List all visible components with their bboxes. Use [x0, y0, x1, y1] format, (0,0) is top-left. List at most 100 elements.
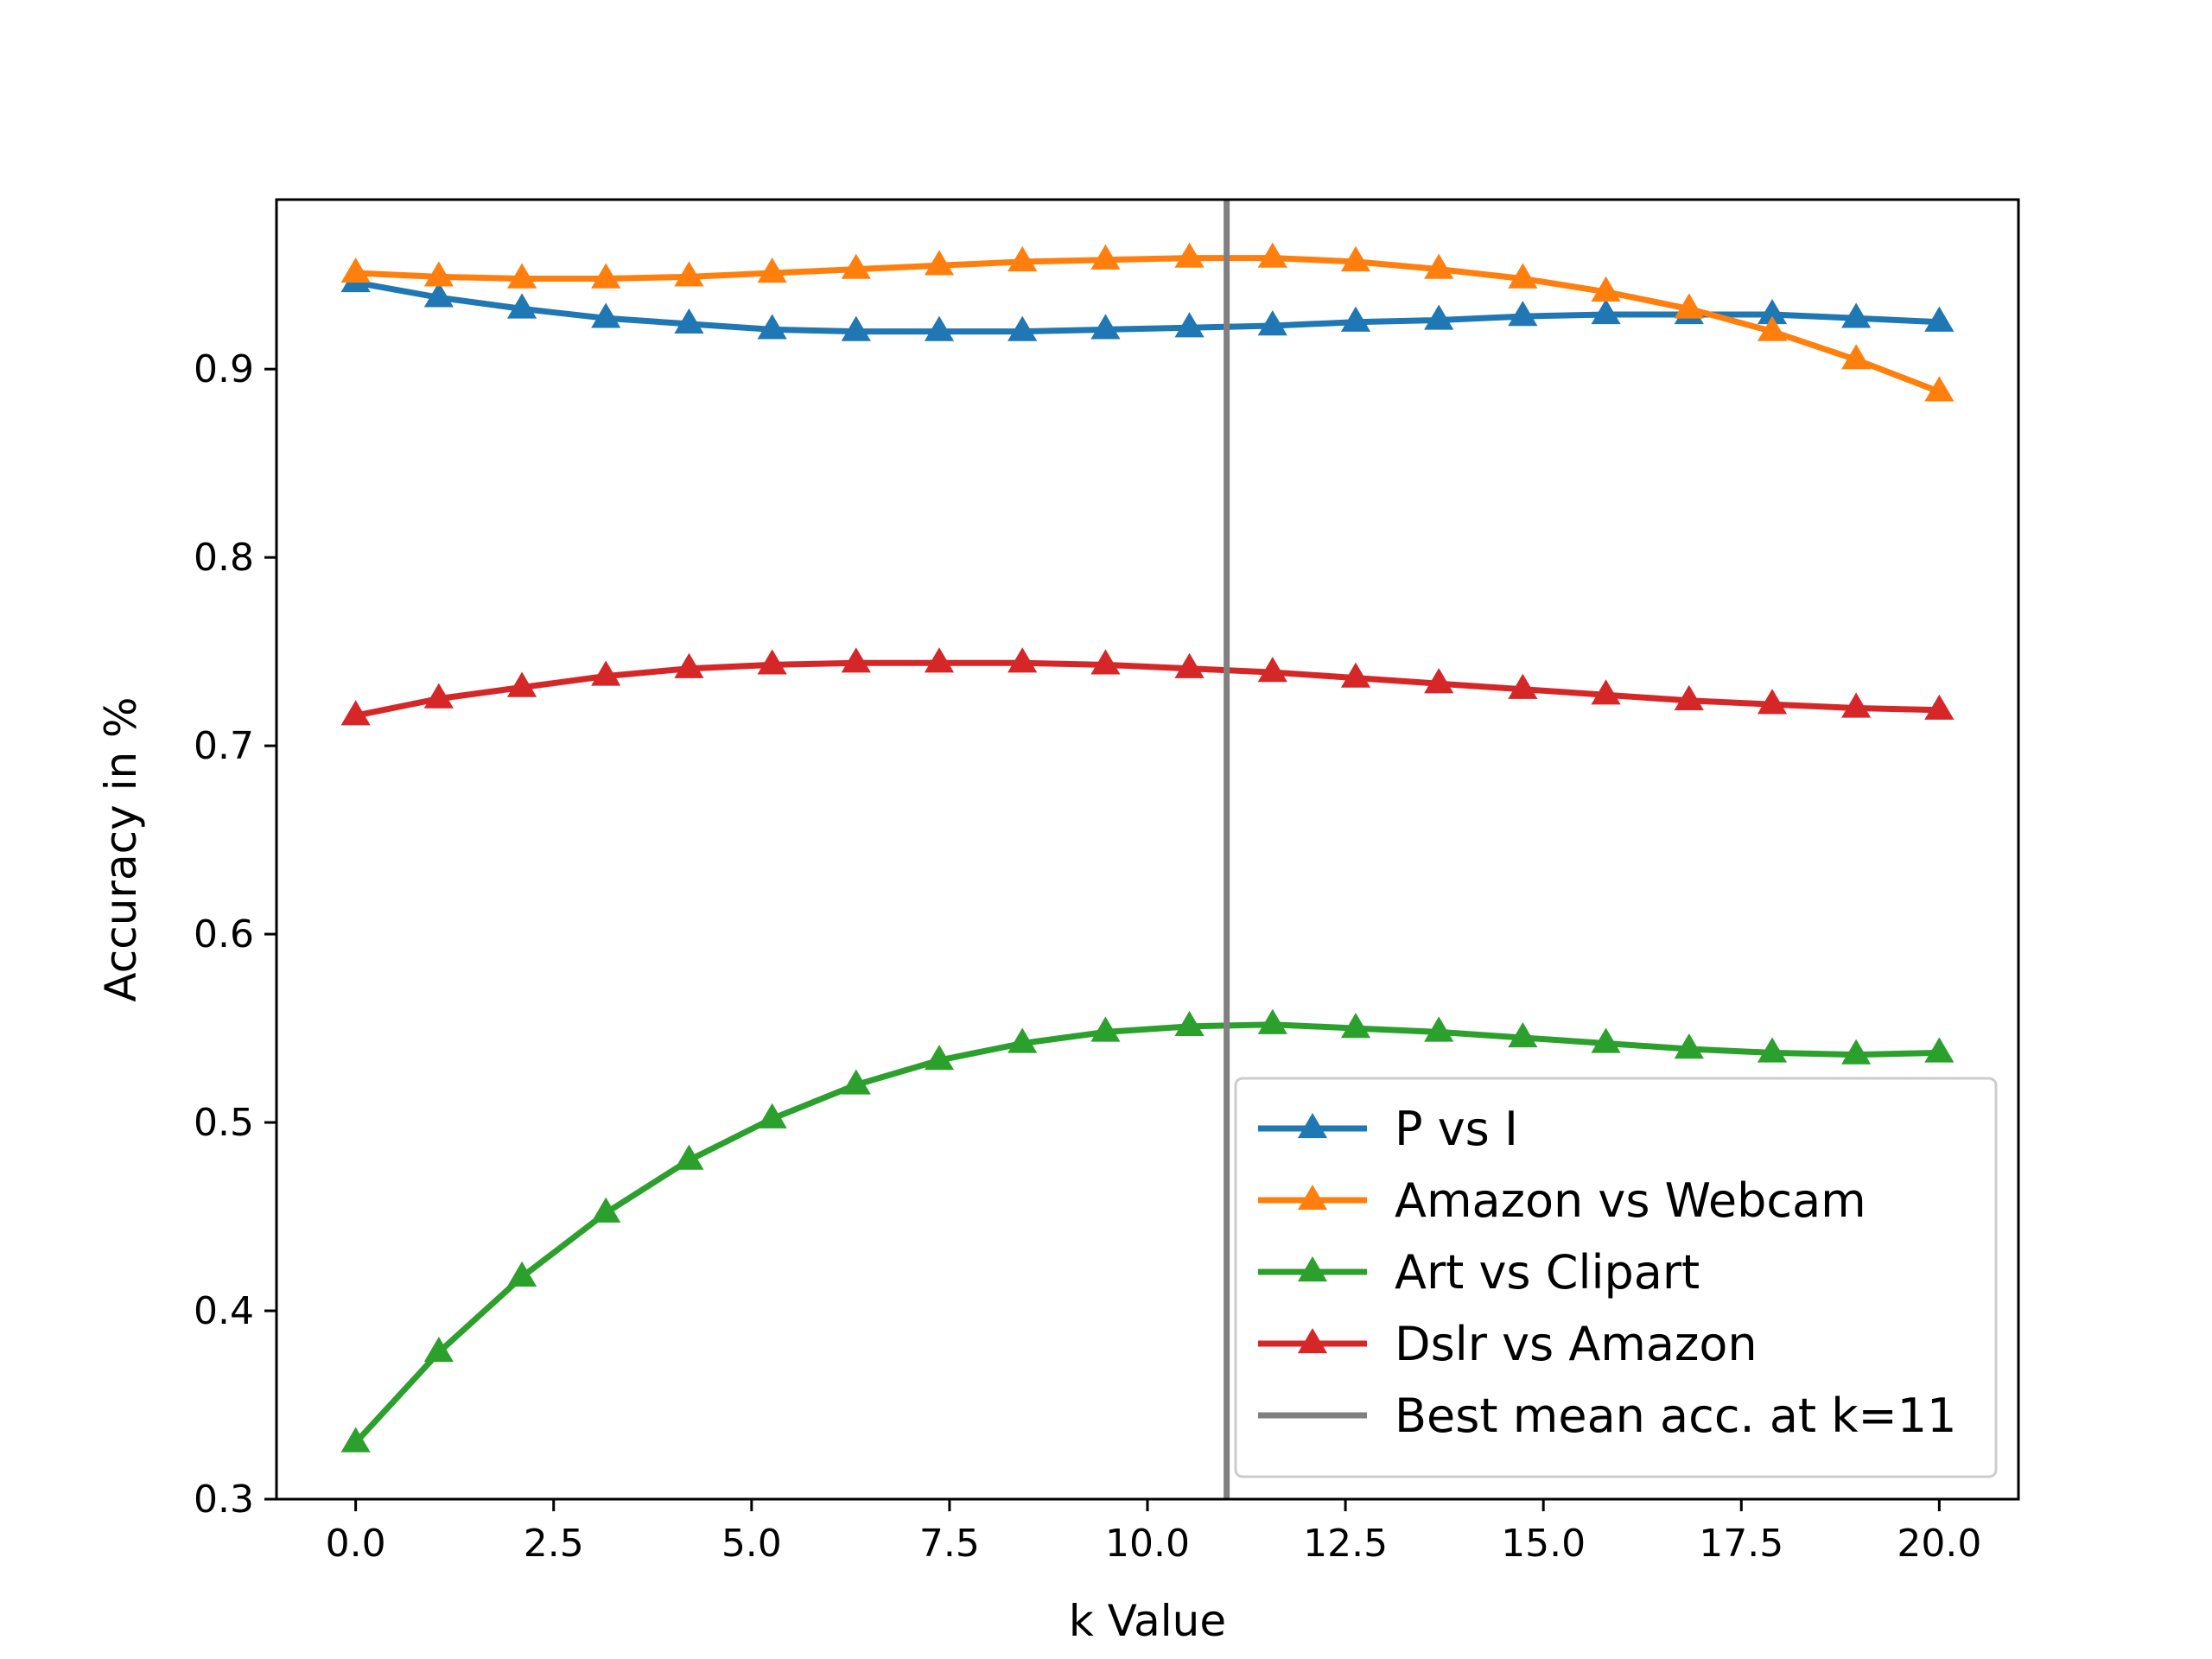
data-point-marker	[1090, 244, 1121, 270]
legend-swatch-marker	[1297, 1113, 1328, 1139]
data-point-marker	[841, 1069, 871, 1095]
data-point-marker	[1090, 649, 1121, 675]
data-point-marker	[1591, 679, 1621, 705]
data-point-marker	[1007, 315, 1038, 341]
x-tick-label: 20.0	[1897, 1522, 1981, 1566]
data-point-marker	[1257, 310, 1287, 336]
data-point-marker	[924, 1045, 955, 1071]
data-point-marker	[1090, 1016, 1121, 1042]
data-point-marker	[506, 293, 537, 319]
data-point-marker	[924, 315, 955, 341]
data-point-marker	[423, 683, 454, 709]
data-point-marker	[1841, 1039, 1872, 1065]
x-tick-label: 7.5	[919, 1522, 980, 1566]
legend-swatch-marker	[1297, 1256, 1328, 1282]
data-point-marker	[1424, 253, 1454, 279]
data-point-marker	[674, 308, 704, 334]
legend-label: Dslr vs Amazon	[1395, 1317, 1758, 1371]
legend-entry: Best mean acc. at k=11	[1258, 1389, 1957, 1443]
data-point-marker	[423, 1336, 454, 1363]
data-point-marker	[1757, 315, 1788, 341]
y-tick-label: 0.4	[194, 1289, 254, 1333]
legend-swatch-marker	[1297, 1185, 1328, 1211]
data-point-marker	[1757, 298, 1788, 325]
legend-entry: Art vs Clipart	[1258, 1245, 1700, 1300]
legend-label: Best mean acc. at k=11	[1395, 1389, 1957, 1443]
series-line	[353, 1021, 1942, 1446]
data-point-marker	[1257, 1008, 1287, 1034]
x-axis-label: k Value	[1069, 1596, 1226, 1646]
series-line	[353, 255, 1942, 395]
data-point-marker	[1257, 242, 1287, 268]
legend-entry: Dslr vs Amazon	[1258, 1317, 1758, 1371]
data-point-marker	[506, 263, 537, 289]
legend-box	[1234, 1077, 1998, 1478]
legend-label: Amazon vs Webcam	[1395, 1173, 1866, 1228]
data-point-marker	[1257, 657, 1287, 683]
y-tick-label: 0.6	[194, 912, 254, 957]
data-point-marker	[506, 1261, 537, 1287]
series-dslr-vs-amazon	[340, 647, 1955, 726]
x-tick-label: 17.5	[1699, 1522, 1783, 1566]
data-point-marker	[1924, 376, 1955, 402]
data-point-marker	[1340, 245, 1371, 272]
data-point-marker	[841, 315, 871, 341]
data-point-marker	[1508, 301, 1538, 327]
x-tick-label: 12.5	[1303, 1522, 1388, 1566]
data-point-marker	[591, 660, 621, 686]
data-point-marker	[1424, 1016, 1454, 1042]
data-point-marker	[591, 302, 621, 328]
axis-ticks: 0.0 2.5 5.0 7.5 10.0 12.5 15.0 17.5 20.0 0.3 0.4 0.…	[194, 347, 1981, 1566]
data-point-marker	[1007, 245, 1038, 272]
data-point-marker	[924, 647, 955, 673]
data-point-marker	[423, 282, 454, 308]
series-art-vs-clipart	[340, 1008, 1955, 1452]
data-point-marker	[1007, 1027, 1038, 1053]
data-point-marker	[1174, 312, 1205, 338]
data-point-marker	[1424, 304, 1454, 330]
data-point-marker	[1757, 689, 1788, 715]
x-tick-label: 15.0	[1501, 1522, 1586, 1566]
data-point-marker	[1591, 276, 1621, 302]
data-point-marker	[340, 257, 371, 283]
series-amazon-vs-webcam	[340, 242, 1955, 402]
y-tick-label: 0.8	[194, 536, 254, 580]
y-tick-label: 0.3	[194, 1478, 254, 1522]
series-line	[353, 659, 1942, 719]
data-point-marker	[1674, 1033, 1704, 1059]
data-point-marker	[1508, 673, 1538, 699]
x-tick-label: 0.0	[326, 1522, 386, 1566]
data-point-marker	[1508, 1021, 1538, 1048]
data-point-marker	[674, 1144, 704, 1170]
data-point-marker	[1841, 302, 1872, 328]
legend-label: Art vs Clipart	[1395, 1245, 1700, 1300]
legend-label: P vs I	[1395, 1102, 1518, 1156]
data-point-marker	[1424, 668, 1454, 694]
data-point-marker	[1340, 662, 1371, 688]
data-point-marker	[591, 1197, 621, 1223]
data-point-marker	[1591, 1027, 1621, 1053]
legend-swatch-marker	[1297, 1328, 1328, 1354]
series-p-vs-i	[340, 266, 1955, 341]
data-point-marker	[1340, 306, 1371, 332]
data-point-marker	[757, 314, 787, 340]
data-point-marker	[1340, 1013, 1371, 1039]
data-point-marker	[340, 700, 371, 726]
y-tick-label: 0.9	[194, 347, 254, 391]
legend: P vs I Amazon vs Webcam Art vs Clipart Dslr…	[1234, 1077, 1998, 1478]
y-tick-label: 0.7	[194, 724, 254, 768]
data-point-marker	[591, 263, 621, 289]
data-point-marker	[841, 647, 871, 673]
data-point-marker	[1674, 684, 1704, 710]
data-point-marker	[340, 1427, 371, 1452]
data-point-marker	[506, 671, 537, 697]
data-point-marker	[924, 250, 955, 276]
data-point-marker	[1924, 694, 1955, 720]
data-point-marker	[757, 257, 787, 283]
data-point-marker	[841, 253, 871, 279]
data-point-marker	[674, 261, 704, 287]
legend-entry: Amazon vs Webcam	[1258, 1173, 1866, 1228]
data-point-marker	[1508, 263, 1538, 289]
y-tick-label: 0.5	[194, 1101, 254, 1145]
x-tick-label: 5.0	[721, 1522, 782, 1566]
